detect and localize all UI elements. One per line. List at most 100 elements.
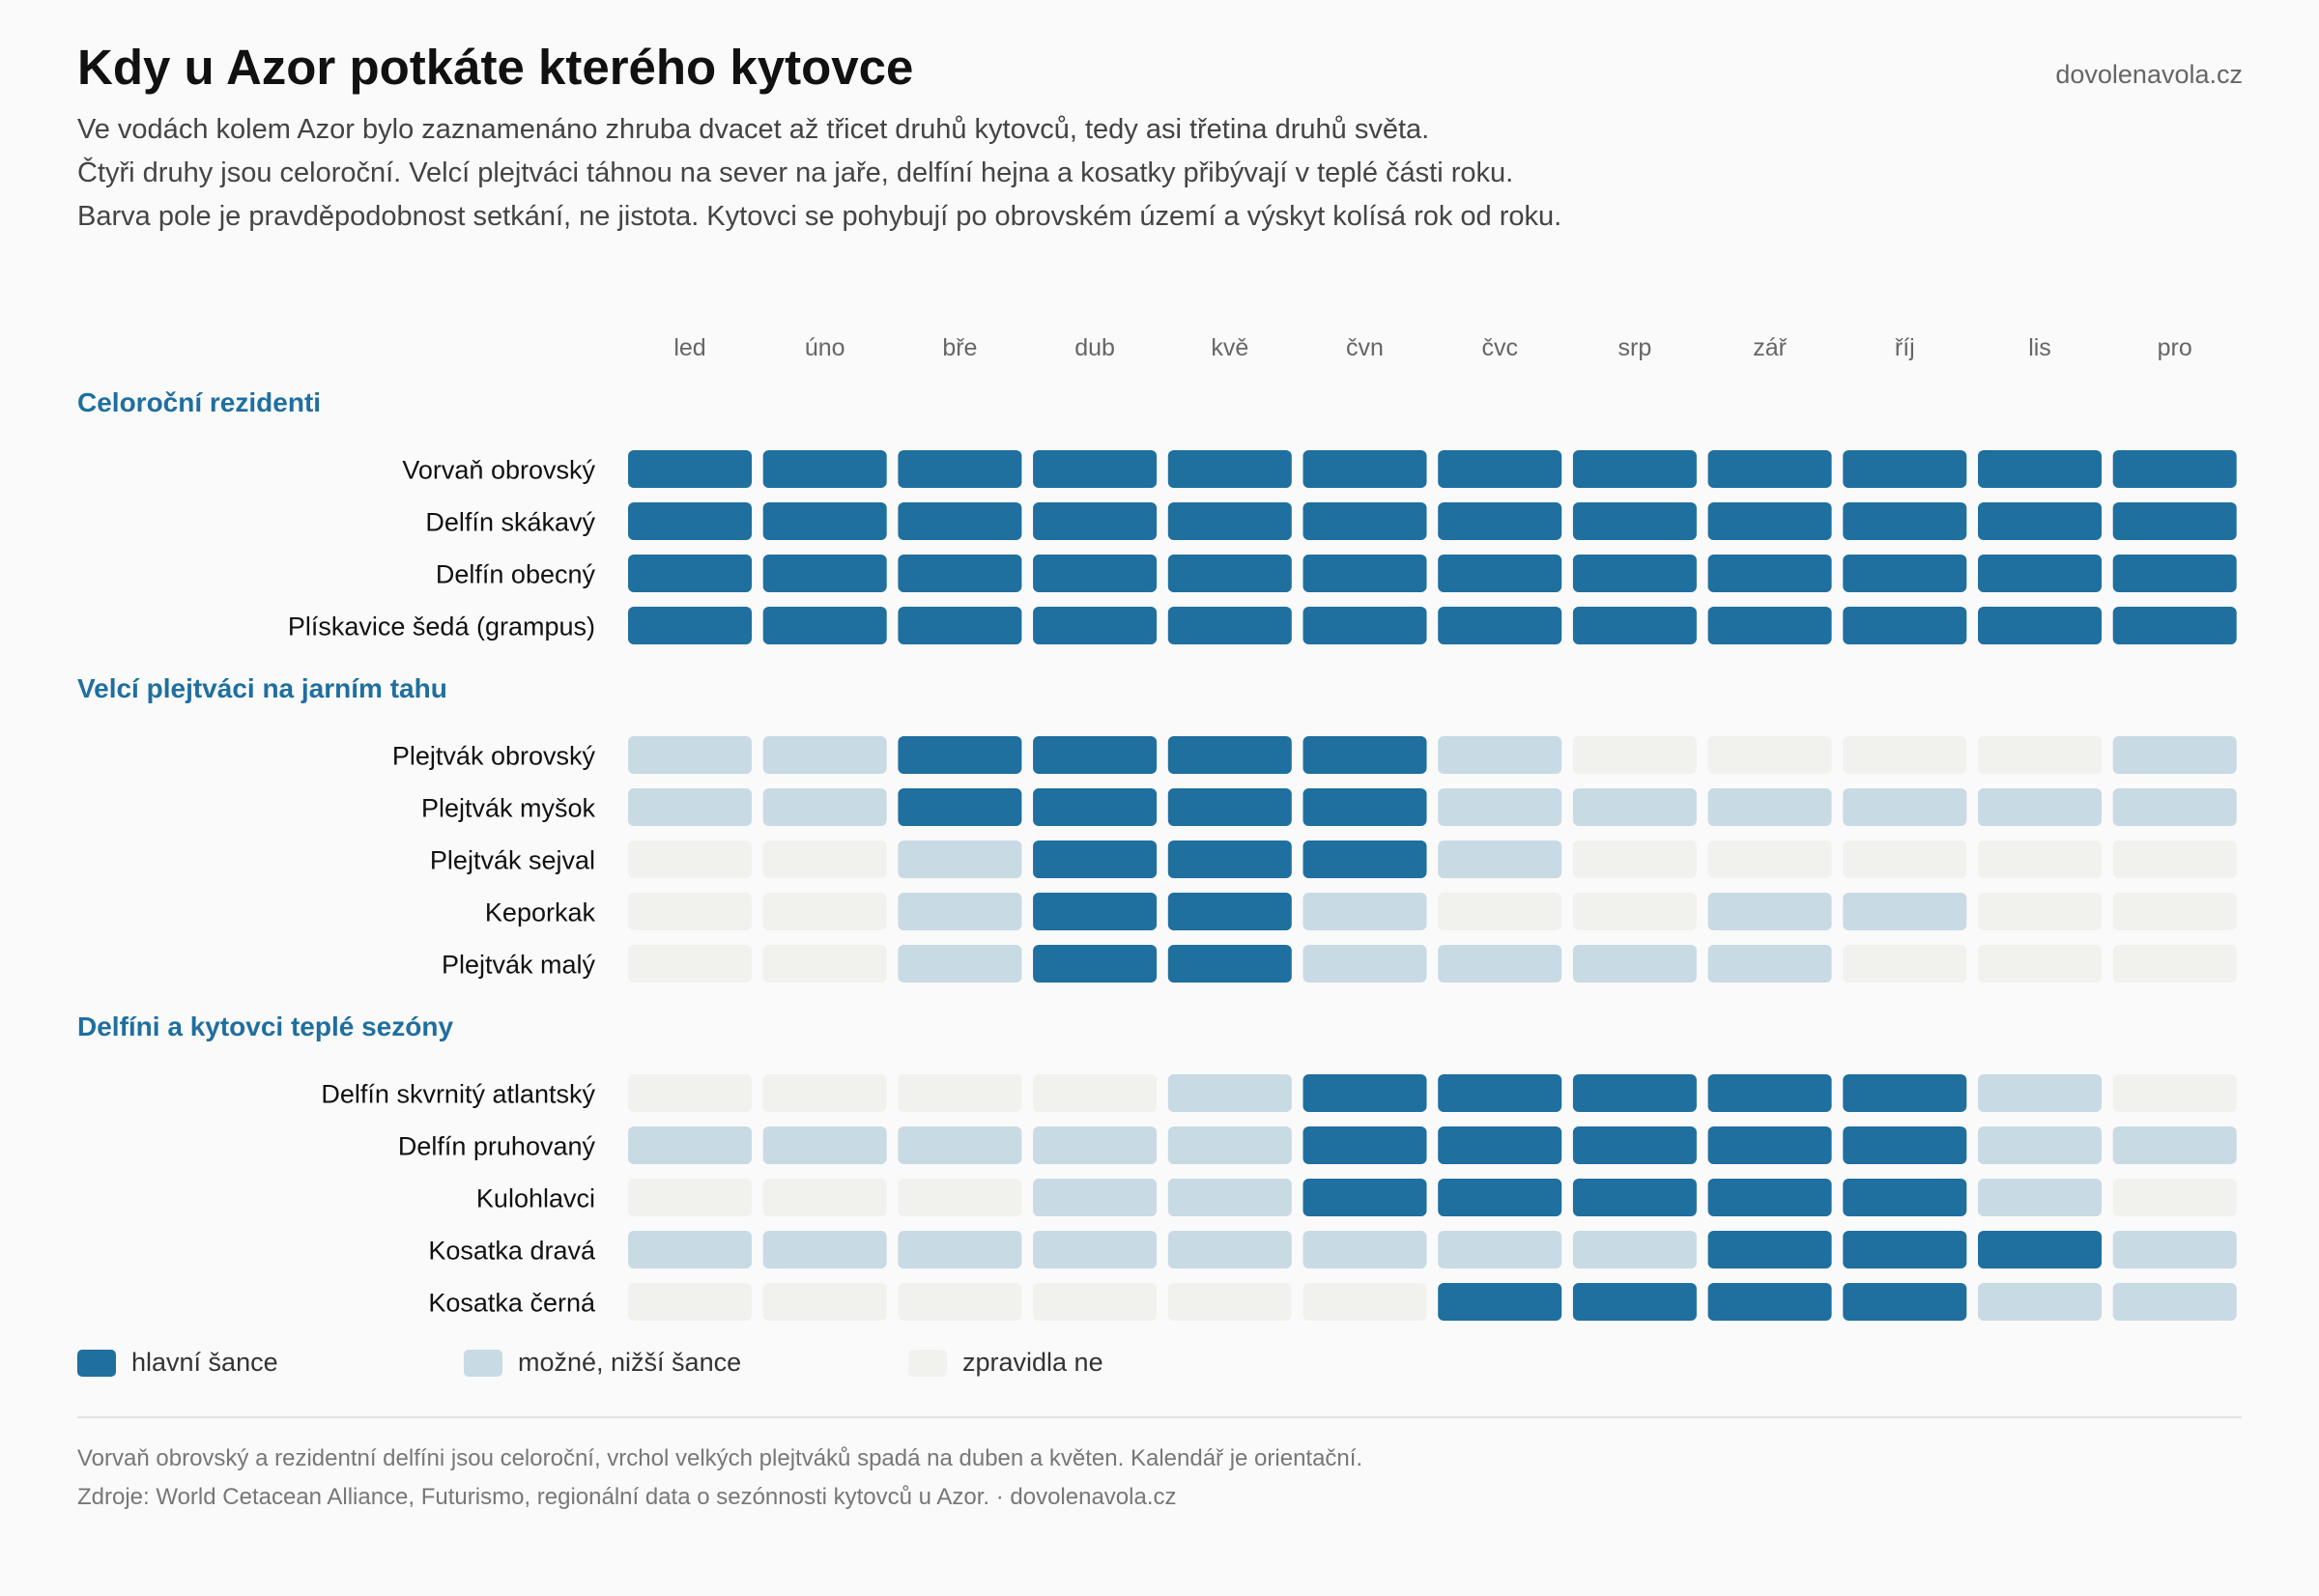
heatmap-cell	[1843, 555, 1967, 592]
month-label: kvě	[1211, 334, 1248, 361]
heatmap-cell	[1438, 607, 1562, 644]
month-label: bře	[942, 334, 977, 361]
heatmap-cell	[1843, 893, 1967, 930]
heatmap-cell	[898, 450, 1022, 488]
heatmap-cell	[1843, 450, 1967, 488]
row-label: Kosatka dravá	[428, 1237, 596, 1266]
heatmap-cell	[898, 1283, 1022, 1321]
legend-swatch	[908, 1349, 947, 1377]
heatmap-cell	[1572, 736, 1697, 774]
heatmap-cell	[1303, 607, 1427, 644]
heatmap-cell	[762, 555, 887, 592]
heatmap-cell	[762, 1074, 887, 1112]
heatmap-cell	[1438, 1283, 1562, 1321]
month-label: zář	[1753, 334, 1787, 361]
heatmap-cell	[762, 1283, 887, 1321]
month-label: říj	[1895, 334, 1915, 361]
heatmap-cell	[1707, 502, 1832, 540]
heatmap-cell	[1978, 736, 2102, 774]
heatmap-cell	[1303, 1283, 1427, 1321]
heatmap-cell	[628, 607, 752, 644]
heatmap-cell	[1303, 502, 1427, 540]
heatmap-cell	[1572, 502, 1697, 540]
heatmap-cell	[898, 893, 1022, 930]
subtitle-line: Barva pole je pravděpodobnost setkání, n…	[77, 201, 1562, 232]
heatmap-cell	[1438, 893, 1562, 930]
heatmap-cell	[1303, 1179, 1427, 1216]
month-label: pro	[2158, 334, 2192, 361]
legend-swatch	[77, 1349, 116, 1377]
group-heading: Delfíni a kytovci teplé sezóny	[77, 1012, 453, 1041]
heatmap-cell	[1707, 1231, 1832, 1268]
row-label: Plejtvák sejval	[430, 846, 595, 875]
heatmap-cell	[1843, 1283, 1967, 1321]
heatmap-cell	[2112, 1074, 2237, 1112]
heatmap-cell	[1978, 1179, 2102, 1216]
heatmap-cell	[628, 555, 752, 592]
divider	[77, 1416, 2242, 1418]
heatmap-chart: led úno bře dub kvě čvn čvc srp zář říj lis pro Celo…	[77, 334, 2237, 1321]
heatmap-cell	[1033, 450, 1158, 488]
heatmap-cell	[1303, 1231, 1427, 1268]
heatmap-cell	[1707, 788, 1832, 826]
heatmap-cell	[2112, 736, 2237, 774]
heatmap-cell	[628, 1179, 752, 1216]
heatmap-cell	[1438, 945, 1562, 983]
heatmap-cell	[1438, 1179, 1562, 1216]
heatmap-cell	[1978, 945, 2102, 983]
heatmap-cell	[762, 1126, 887, 1164]
heatmap-cell	[1707, 555, 1832, 592]
heatmap-cell	[1167, 841, 1292, 878]
heatmap-cell	[1167, 502, 1292, 540]
month-label: čvn	[1346, 334, 1384, 361]
heatmap-cell	[1167, 1074, 1292, 1112]
row-label: Keporkak	[485, 898, 596, 927]
heatmap-cell	[898, 841, 1022, 878]
heatmap-cell	[628, 1231, 752, 1268]
heatmap-cell	[1303, 1126, 1427, 1164]
month-label: lis	[2028, 334, 2051, 361]
heatmap-cell	[762, 1231, 887, 1268]
heatmap-cell	[1167, 736, 1292, 774]
row-label: Plískavice šedá (grampus)	[288, 613, 595, 641]
heatmap-cell	[1033, 945, 1158, 983]
heatmap-cell	[1438, 555, 1562, 592]
heatmap-cell	[1978, 841, 2102, 878]
heatmap-cell	[2112, 788, 2237, 826]
heatmap-cell	[1438, 736, 1562, 774]
heatmap-cell	[1978, 1074, 2102, 1112]
legend-label: hlavní šance	[131, 1348, 278, 1377]
heatmap-cell	[1978, 607, 2102, 644]
heatmap-cell	[762, 841, 887, 878]
month-label: čvc	[1481, 334, 1518, 361]
heatmap-cell	[628, 1283, 752, 1321]
heatmap-cell	[1167, 1179, 1292, 1216]
row-label: Delfín skákavý	[425, 508, 595, 537]
heatmap-cell	[2112, 893, 2237, 930]
heatmap-cell	[1978, 788, 2102, 826]
group-heading: Velcí plejtváci na jarním tahu	[77, 673, 447, 703]
footnote-line: Vorvaň obrovský a rezidentní delfíni jso…	[77, 1445, 1363, 1471]
heatmap-cell	[1033, 736, 1158, 774]
month-label: led	[673, 334, 705, 361]
heatmap-cell	[1167, 555, 1292, 592]
heatmap-cell	[1572, 450, 1697, 488]
heatmap-cell	[1707, 1283, 1832, 1321]
heatmap-cell	[1572, 788, 1697, 826]
heatmap-cell	[898, 1231, 1022, 1268]
heatmap-cell	[1843, 1126, 1967, 1164]
heatmap-cell	[1438, 1074, 1562, 1112]
heatmap-cell	[1167, 1126, 1292, 1164]
heatmap-cell	[1572, 1126, 1697, 1164]
heatmap-cell	[1707, 1126, 1832, 1164]
heatmap-cell	[1572, 607, 1697, 644]
heatmap-cell	[1438, 1126, 1562, 1164]
row-label: Plejtvák malý	[442, 951, 596, 980]
heatmap-cell	[1033, 788, 1158, 826]
heatmap-cell	[1167, 1283, 1292, 1321]
row-label: Plejtvák myšok	[421, 794, 596, 823]
heatmap-cell	[1167, 945, 1292, 983]
row-label: Vorvaň obrovský	[402, 456, 595, 485]
heatmap-cell	[628, 502, 752, 540]
